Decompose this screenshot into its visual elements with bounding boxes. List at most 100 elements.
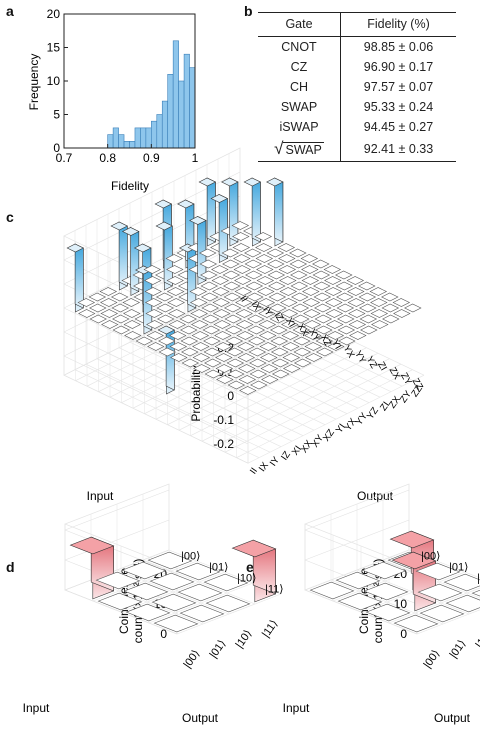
input-tick-label: XZ: [318, 332, 334, 348]
bar-face-side: [163, 221, 173, 287]
grid-line: [304, 519, 410, 561]
floor-grid-line: [178, 341, 356, 431]
floor-grid-line: [224, 363, 402, 453]
zero-tile: [259, 353, 278, 362]
zero-tile: [392, 298, 411, 307]
zero-tile: [226, 347, 244, 357]
histogram-bar: [140, 127, 147, 149]
zero-tile: [147, 342, 165, 351]
zero-tile: [155, 292, 174, 302]
zero-tile: [192, 353, 211, 362]
zero-tile: [370, 309, 389, 318]
zero-tile: [203, 347, 222, 357]
fidelity-cell: 92.41 ± 0.33: [340, 137, 456, 162]
bar-top: [221, 177, 239, 187]
y-tick-label: 20: [47, 7, 61, 21]
zero-tile: [266, 248, 285, 258]
bar-top: [110, 221, 128, 231]
table-row: CZ 96.90 ± 0.17: [258, 57, 456, 77]
zero-tile: [168, 320, 186, 329]
bar-face-side: [197, 216, 207, 281]
y-axis-label: Output: [434, 711, 471, 725]
histogram-bar: [161, 100, 169, 149]
zero-tile: [290, 270, 308, 280]
zero-tile: [335, 571, 381, 590]
floor-grid-line: [416, 609, 480, 635]
input-tick-label: |01⟩: [209, 562, 228, 574]
zero-tile: [293, 347, 312, 357]
zero-tile: [279, 287, 298, 296]
zero-tile: [256, 265, 274, 274]
bar-top: [157, 325, 175, 335]
zero-tile: [326, 331, 345, 340]
zero-tile: [156, 303, 174, 313]
table-row: CNOT 98.85 ± 0.06: [258, 36, 456, 57]
z-tick-label: 10: [394, 597, 408, 611]
zero-tile: [301, 265, 319, 274]
zero-tile: [314, 303, 332, 313]
grid-line: [304, 529, 418, 575]
zero-tile: [324, 276, 342, 285]
zero-tile: [123, 582, 169, 601]
zero-tile: [189, 287, 207, 296]
zero-tile: [122, 298, 141, 307]
zero-tile: [381, 303, 400, 313]
zero-tile: [259, 342, 278, 351]
zero-tile: [121, 561, 167, 580]
zero-tile: [238, 364, 256, 373]
zero-tile: [279, 276, 297, 285]
zero-tile: [200, 270, 218, 280]
zero-tile: [215, 353, 233, 362]
zero-tile: [232, 232, 250, 241]
zero-tile: [200, 281, 218, 291]
zero-tile: [324, 287, 343, 296]
zero-tile: [280, 298, 298, 307]
zero-tile: [77, 298, 96, 307]
zero-tile: [325, 309, 344, 318]
gate-cell: CH: [258, 77, 341, 97]
zero-tile: [222, 259, 240, 269]
input-tick-label: II: [237, 294, 249, 304]
zero-tile: [369, 287, 388, 296]
zero-tile: [365, 603, 411, 622]
y-tick-label: 0: [53, 141, 60, 155]
zero-tile: [181, 347, 199, 357]
zero-tile: [246, 303, 265, 313]
bar-face-side: [74, 243, 84, 309]
zero-tile: [97, 592, 143, 611]
zero-tile: [204, 358, 222, 368]
bar3d-panel-c: 0.20.10-0.1-0.2ProbabilityIIIXIYIZXIXXXY…: [63, 147, 425, 503]
zero-tile: [338, 336, 356, 346]
y-axis-label: Output: [182, 711, 219, 725]
zero-tile: [249, 358, 267, 368]
bar-top: [243, 177, 262, 187]
zero-tile: [233, 254, 251, 263]
bar-top: [133, 243, 152, 253]
histogram-bar: [167, 74, 174, 149]
zero-tile: [248, 336, 266, 346]
zero-tile: [303, 309, 321, 318]
zero-tile: [89, 303, 107, 313]
zero-tile: [233, 265, 251, 274]
zero-tile: [223, 281, 241, 291]
zero-tile: [278, 265, 297, 274]
zero-tile: [304, 342, 323, 351]
gate-cell: CNOT: [258, 36, 341, 57]
zero-tile: [234, 287, 252, 296]
zero-tile: [302, 287, 320, 296]
zero-tile: [169, 342, 188, 351]
zero-tile: [231, 221, 250, 230]
zero-tile: [443, 573, 480, 592]
zero-tile: [193, 364, 211, 373]
x-axis-label: Fidelity: [111, 179, 149, 193]
x-axis-label: Input: [87, 489, 114, 503]
histogram-bar: [134, 127, 141, 149]
zero-tile: [143, 265, 161, 274]
histogram-bar: [145, 127, 152, 149]
zero-tile: [348, 320, 367, 329]
zero-tile: [327, 342, 345, 351]
histogram-bar: [151, 120, 158, 149]
zero-tile: [235, 309, 253, 318]
floor-grid-line: [388, 587, 480, 624]
